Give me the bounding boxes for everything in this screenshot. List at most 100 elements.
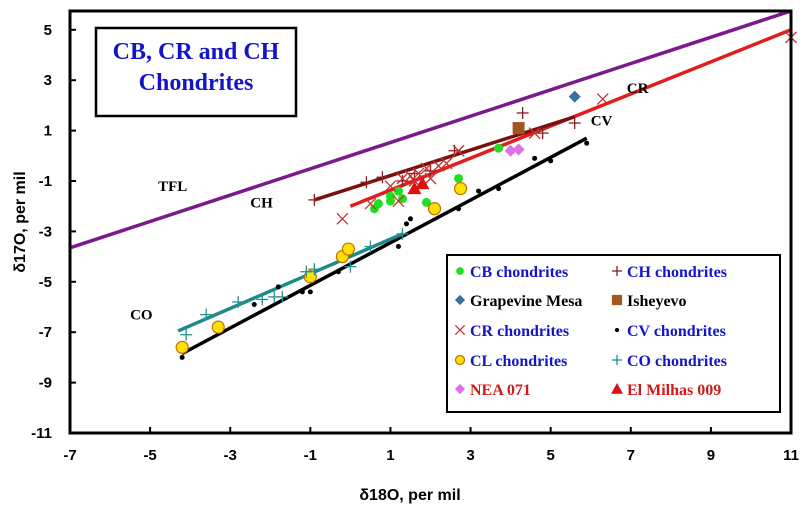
- cv-chondrites-point: [407, 216, 413, 222]
- isheyevo-series: [512, 122, 525, 135]
- legend-label: El Milhas 009: [627, 382, 721, 399]
- cv-chondrites-point: [496, 186, 502, 192]
- cb-chondrites-point: [393, 186, 403, 196]
- legend-item-cb-chondrites: CB chondrites: [456, 264, 568, 281]
- co-chondrites-point: [180, 328, 193, 341]
- cv-chondrites-point: [251, 301, 257, 307]
- tfl-line: [69, 9, 792, 250]
- cl-chondrites-series: [175, 181, 468, 354]
- co-chondrites-point: [300, 265, 313, 278]
- nea-071-point: [504, 144, 517, 157]
- legend-marker: [611, 354, 623, 366]
- y-tick-label: -7: [39, 324, 52, 341]
- legend-item-co-chondrites: CO chondrites: [611, 353, 727, 370]
- grapevine-mesa-point: [568, 90, 581, 103]
- cl-chondrites-point: [453, 181, 468, 196]
- line-label-tfl: TFL: [158, 179, 187, 195]
- y-tick-label: 1: [44, 123, 52, 140]
- cr-chondrites-point: [440, 157, 453, 170]
- co-chondrites-point: [232, 295, 245, 308]
- legend-label: NEA 071: [470, 382, 531, 399]
- cl-chondrites-point: [427, 202, 442, 216]
- fit-lines: [69, 9, 792, 356]
- y-tick-label: -11: [31, 425, 52, 442]
- legend-label: CO chondrites: [627, 353, 727, 370]
- co-chondrites-point: [200, 308, 213, 321]
- nea-071-point: [512, 143, 525, 156]
- legend-marker: [611, 265, 623, 277]
- legend-marker: [454, 294, 466, 306]
- title-box: CB, CR and CH Chondrites: [94, 26, 298, 118]
- cl-chondrites-point: [211, 320, 225, 334]
- y-tick-label: -5: [39, 274, 52, 291]
- cl-chondrites-point: [341, 242, 355, 256]
- legend-item-grapevine-mesa: Grapevine Mesa: [454, 293, 582, 310]
- co-chondrites-point: [344, 260, 357, 273]
- line-label-co: CO: [130, 308, 153, 324]
- cv-chondrites-point: [275, 284, 281, 290]
- cr-chondrites-point: [364, 197, 377, 210]
- chart-title-line-2: Chondrites: [139, 70, 254, 96]
- co-chondrites-point: [364, 240, 377, 253]
- legend-item-cr-chondrites: CR chondrites: [454, 323, 569, 340]
- cb-chondrites-point: [373, 199, 383, 209]
- co-chondrites-point: [308, 263, 321, 276]
- y-tick-label: -3: [39, 223, 52, 240]
- cr-chondrites-point: [424, 172, 437, 185]
- cv-chondrites-series: [179, 140, 590, 360]
- cr-chondrites-point: [412, 167, 425, 180]
- cv-chondrites-point: [476, 188, 482, 194]
- cv-chondrites-point: [307, 289, 313, 295]
- x-tick-label: 9: [707, 447, 715, 464]
- cv-chondrites-point: [395, 244, 401, 250]
- legend-label: Grapevine Mesa: [470, 293, 582, 310]
- ch-chondrites-point: [396, 175, 409, 187]
- y-tick-label: -9: [39, 375, 52, 392]
- y-axis-label: δ17O, per mil: [12, 171, 29, 272]
- x-tick-label: 7: [627, 447, 635, 464]
- cr-chondrites-point: [396, 172, 409, 185]
- cr-chondrites-series: [336, 31, 797, 225]
- cb-chondrites-point: [454, 173, 464, 183]
- nea-071-series: [504, 143, 525, 157]
- grapevine-mesa-series: [568, 90, 581, 103]
- data-points: [175, 31, 797, 360]
- cv-chondrites-point: [532, 155, 538, 161]
- legend-label: CR chondrites: [470, 323, 569, 340]
- legend-item-nea-071: NEA 071: [454, 382, 531, 399]
- cb-chondrites-point: [421, 197, 431, 207]
- chart-title-line-1: CB, CR and CH: [113, 39, 280, 65]
- el-milhas-009-point: [407, 181, 422, 195]
- plot-frame: [68, 9, 793, 435]
- ch-chondrites-point: [308, 193, 321, 206]
- cv-chondrites-point: [456, 206, 462, 212]
- legend-label: CV chondrites: [627, 323, 726, 340]
- legend-label: CL chondrites: [470, 353, 567, 370]
- legend-item-el-milhas-009: El Milhas 009: [611, 382, 721, 399]
- legend-item-isheyevo: Isheyevo: [611, 293, 687, 310]
- ch-chondrites-point: [536, 127, 549, 140]
- co-chondrites-point: [396, 227, 409, 240]
- cr-chondrites-point: [432, 159, 445, 172]
- cv-chondrites-point: [403, 221, 409, 227]
- cv-chondrites-point: [335, 269, 341, 275]
- x-axis-label: δ18O, per mil: [359, 487, 460, 504]
- legend-marker: [454, 324, 466, 336]
- cr-chondrites-point: [336, 212, 349, 225]
- legend-item-ch-chondrites: CH chondrites: [611, 264, 727, 281]
- cl-chondrites-point: [175, 340, 189, 354]
- legend-marker: [454, 383, 466, 395]
- legend-item-cl-chondrites: CL chondrites: [454, 353, 567, 370]
- x-tick-label: -3: [224, 447, 237, 464]
- ch-chondrites-point: [568, 117, 581, 130]
- y-tick-label: 3: [44, 72, 52, 89]
- x-tick-label: 1: [386, 447, 394, 464]
- line-label-cv: CV: [591, 114, 613, 130]
- legend-marker: [611, 383, 623, 394]
- cr-chondrites-point: [528, 127, 541, 140]
- x-tick-label: 3: [466, 447, 474, 464]
- legend-label: CB chondrites: [470, 264, 568, 281]
- x-tick-label: 5: [546, 447, 554, 464]
- legend: CB chondrites CH chondrites Grapevine Mesa…: [446, 254, 781, 413]
